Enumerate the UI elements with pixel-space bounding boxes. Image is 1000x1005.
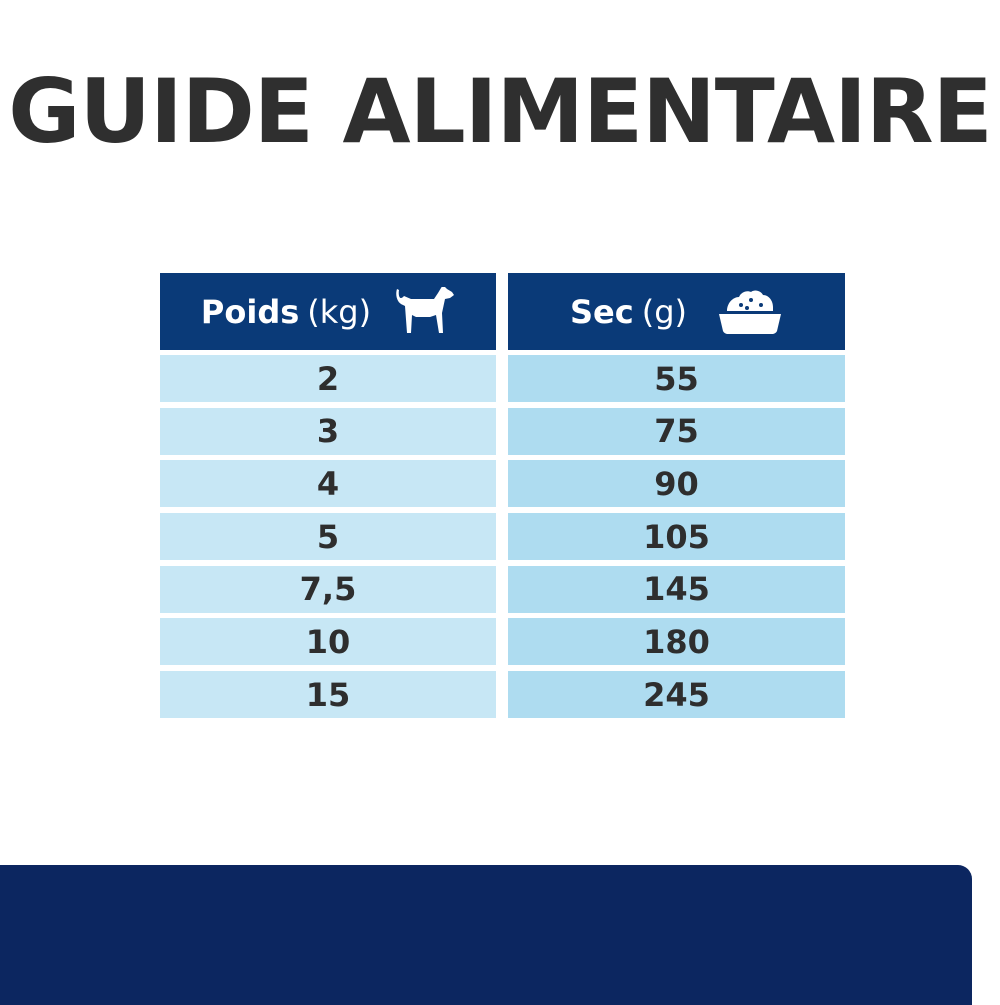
weight-cell: 15	[160, 671, 496, 719]
page-title: GUIDE ALIMENTAIRE	[8, 60, 992, 163]
dry-food-cell: 245	[508, 671, 845, 719]
weight-cell: 2	[160, 355, 496, 402]
table-row: 5 105	[160, 513, 845, 561]
weight-cell: 3	[160, 407, 496, 455]
header-weight: Poids (kg)	[160, 273, 496, 350]
table-row: 2 55	[160, 355, 845, 402]
table-row: 10 180	[160, 618, 845, 666]
dry-food-cell: 75	[508, 407, 845, 455]
header-dry-unit: (g)	[641, 292, 687, 331]
table-header: Poids (kg) Sec (g)	[160, 273, 845, 350]
dog-icon	[393, 286, 455, 337]
footer-banner	[0, 865, 972, 1005]
dry-food-cell: 105	[508, 513, 845, 561]
table-row: 4 90	[160, 460, 845, 508]
dry-food-cell: 90	[508, 460, 845, 508]
header-dry: Sec (g)	[508, 273, 845, 350]
weight-cell: 10	[160, 618, 496, 666]
table-row: 15 245	[160, 671, 845, 719]
food-bowl-icon	[717, 289, 783, 335]
header-dry-label: Sec	[570, 292, 634, 331]
weight-cell: 5	[160, 513, 496, 561]
feeding-table: Poids (kg) Sec (g) 2 55 3 75 4 90 5 105 7,5 145 10…	[160, 273, 845, 724]
table-row: 7,5 145	[160, 565, 845, 613]
table-row: 3 75	[160, 407, 845, 455]
header-weight-unit: (kg)	[307, 292, 372, 331]
dry-food-cell: 180	[508, 618, 845, 666]
dry-food-cell: 55	[508, 355, 845, 402]
weight-cell: 7,5	[160, 565, 496, 613]
weight-cell: 4	[160, 460, 496, 508]
header-weight-label: Poids	[200, 292, 300, 331]
dry-food-cell: 145	[508, 565, 845, 613]
